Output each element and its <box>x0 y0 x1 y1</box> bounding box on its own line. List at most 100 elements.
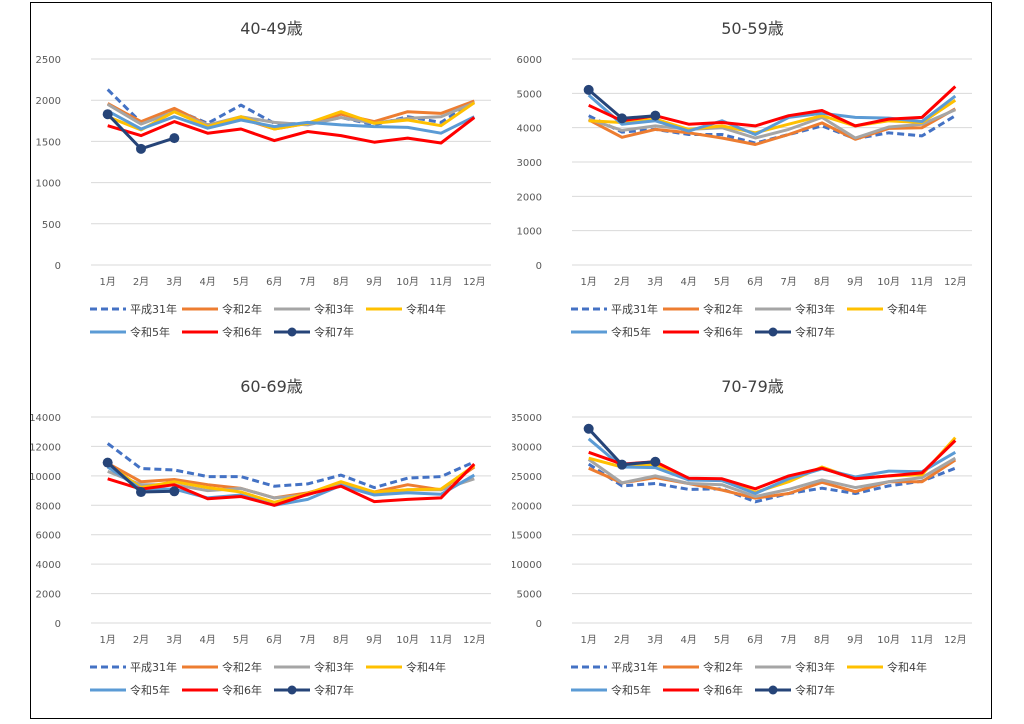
legend-swatch <box>663 307 699 311</box>
legend-label: 令和3年 <box>314 303 354 316</box>
legend-label: 令和4年 <box>406 661 446 674</box>
y-tick-label: 3000 <box>517 158 542 169</box>
chart-svg: 0 2000 4000 6000 8000 10000 12000 14000 1月 2月 3月 4月… <box>31 413 491 646</box>
x-tick-label: 2月 <box>133 276 149 288</box>
x-tick-label: 10月 <box>396 276 419 288</box>
legend-item: 令和4年 <box>846 301 927 317</box>
y-tick-label: 25000 <box>512 472 542 483</box>
legend-swatch <box>663 665 699 669</box>
x-tick-label: 11月 <box>430 634 453 646</box>
legend-item: 令和6年 <box>662 682 743 698</box>
chart-svg: 0 1000 2000 3000 4000 5000 6000 1月 2月 3月 4月 5月 6月 7月 8… <box>517 55 972 288</box>
data-point <box>169 133 180 144</box>
legend-label: 令和7年 <box>795 684 835 697</box>
legend-label: 令和7年 <box>314 684 354 697</box>
y-tick-label: 6000 <box>36 531 61 542</box>
series-line <box>588 108 956 140</box>
x-tick-label: 4月 <box>680 276 696 288</box>
y-tick-label: 10000 <box>512 560 542 571</box>
legend-label: 令和2年 <box>222 661 262 674</box>
legend-swatch <box>755 327 791 337</box>
x-tick-label: 5月 <box>714 276 730 288</box>
legend-item: 平成31年 <box>89 659 177 675</box>
legend-swatch <box>274 685 310 695</box>
legend-label: 令和6年 <box>222 326 262 339</box>
series-line <box>106 109 475 135</box>
y-tick-label: 14000 <box>31 413 61 424</box>
legend-item: 平成31年 <box>89 301 177 317</box>
legend-label: 平成31年 <box>130 303 177 316</box>
legend-label: 令和7年 <box>314 326 354 339</box>
x-tick-label: 8月 <box>814 276 830 288</box>
legend-label: 令和4年 <box>406 303 446 316</box>
legend-swatch <box>663 688 699 692</box>
legend-label: 令和7年 <box>795 326 835 339</box>
data-point <box>169 486 180 497</box>
y-tick-label: 8000 <box>36 501 61 512</box>
legend-swatch <box>274 307 310 311</box>
x-tick-label: 1月 <box>99 634 115 646</box>
chart-title: 70-79歳 <box>721 377 784 396</box>
x-tick-label: 3月 <box>647 276 663 288</box>
x-tick-label: 4月 <box>199 634 215 646</box>
legend-label: 令和5年 <box>611 326 651 339</box>
legend-item: 令和3年 <box>754 301 835 317</box>
legend-item: 令和3年 <box>754 659 835 675</box>
legend-item: 令和4年 <box>846 659 927 675</box>
x-tick-label: 4月 <box>199 276 215 288</box>
y-tick-label: 12000 <box>31 442 61 453</box>
legend-swatch <box>571 688 607 692</box>
legend-label: 平成31年 <box>130 661 177 674</box>
legend-swatch <box>90 330 126 334</box>
chart-title: 40-49歳 <box>240 19 303 38</box>
y-tick-label: 1000 <box>517 227 542 238</box>
x-tick-label: 1月 <box>580 276 596 288</box>
chart-svg: 0 500 1000 1500 2000 2500 1月 2月 3月 4月 5月 6月 7月 8月 9月 10… <box>36 55 491 288</box>
y-tick-label: 4000 <box>36 560 61 571</box>
y-tick-label: 35000 <box>512 413 542 424</box>
legend-item: 令和7年 <box>754 682 835 698</box>
y-tick-label: 10000 <box>31 472 61 483</box>
y-tick-label: 2000 <box>36 590 61 601</box>
series-line <box>107 101 476 132</box>
y-tick-label: 30000 <box>512 442 542 453</box>
x-tick-label: 6月 <box>747 276 763 288</box>
legend-swatch <box>90 665 126 669</box>
series-line <box>106 442 475 490</box>
series-line <box>588 107 957 146</box>
y-tick-label: 2000 <box>36 96 61 107</box>
legend-item: 平成31年 <box>570 659 658 675</box>
x-tick-label: 6月 <box>266 634 282 646</box>
data-point <box>583 423 594 434</box>
chart-panel-50-59: 50-59歳 0 1000 2000 3000 4000 5000 6000 1月 2月 3月 4月… <box>512 3 993 361</box>
legend-label: 令和6年 <box>703 326 743 339</box>
legend-item: 令和2年 <box>181 659 262 675</box>
legend-item: 令和5年 <box>570 682 651 698</box>
x-tick-label: 7月 <box>780 276 796 288</box>
legend-swatch <box>182 330 218 334</box>
chart-panel-40-49: 40-49歳 0 500 1000 1500 2000 2500 1月 2月 3月 4月 5月 6月 7… <box>31 3 512 361</box>
series-line <box>588 98 957 135</box>
legend-swatch <box>571 307 607 311</box>
legend-item: 令和5年 <box>89 682 170 698</box>
legend-item: 令和2年 <box>662 659 743 675</box>
y-tick-label: 15000 <box>512 531 542 542</box>
x-tick-label: 9月 <box>366 634 382 646</box>
y-tick-label: 0 <box>536 619 542 630</box>
x-tick-label: 2月 <box>614 634 630 646</box>
x-tick-label: 12月 <box>463 634 486 646</box>
y-tick-label: 500 <box>42 220 61 231</box>
legend-item: 令和5年 <box>89 324 170 340</box>
x-tick-label: 5月 <box>233 276 249 288</box>
data-point <box>650 456 661 467</box>
x-tick-label: 7月 <box>299 634 315 646</box>
y-tick-label: 1500 <box>36 137 61 148</box>
chart-svg: 0 5000 10000 15000 20000 25000 30000 35000 1月 2月 3… <box>512 413 972 646</box>
x-tick-label: 11月 <box>430 276 453 288</box>
x-tick-label: 12月 <box>463 276 486 288</box>
legend-swatch <box>571 330 607 334</box>
legend-swatch <box>90 688 126 692</box>
x-tick-label: 3月 <box>166 276 182 288</box>
legend-swatch <box>274 327 310 337</box>
legend-item: 令和5年 <box>570 324 651 340</box>
